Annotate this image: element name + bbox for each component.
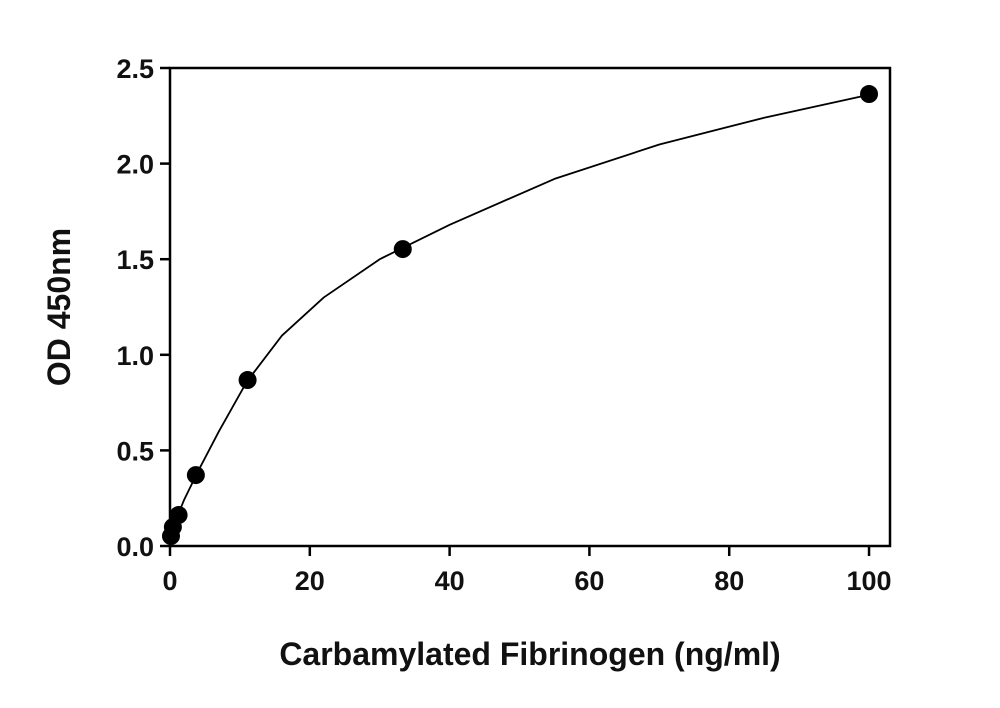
y-tick-label: 2.5 — [116, 54, 154, 84]
data-point — [860, 85, 879, 104]
x-tick-label: 80 — [714, 566, 744, 596]
fit-curve — [169, 93, 870, 537]
x-tick-label: 60 — [574, 566, 604, 596]
data-point — [186, 466, 205, 485]
x-tick-label: 20 — [295, 566, 325, 596]
y-tick-label: 1.5 — [116, 245, 154, 275]
data-point — [169, 506, 188, 525]
data-point — [393, 240, 412, 259]
y-tick-label: 2.0 — [116, 150, 154, 180]
x-tick-label: 100 — [846, 566, 891, 596]
x-axis-title: Carbamylated Fibrinogen (ng/ml) — [279, 636, 780, 672]
x-tick-label: 0 — [162, 566, 177, 596]
x-tick-label: 40 — [435, 566, 465, 596]
y-tick-label: 0.5 — [116, 436, 154, 466]
y-axis-title: OD 450nm — [41, 228, 77, 386]
plot-frame — [168, 66, 892, 548]
data-point — [238, 371, 257, 390]
y-tick-label: 1.0 — [116, 341, 154, 371]
y-tick-label: 0.0 — [116, 532, 154, 562]
